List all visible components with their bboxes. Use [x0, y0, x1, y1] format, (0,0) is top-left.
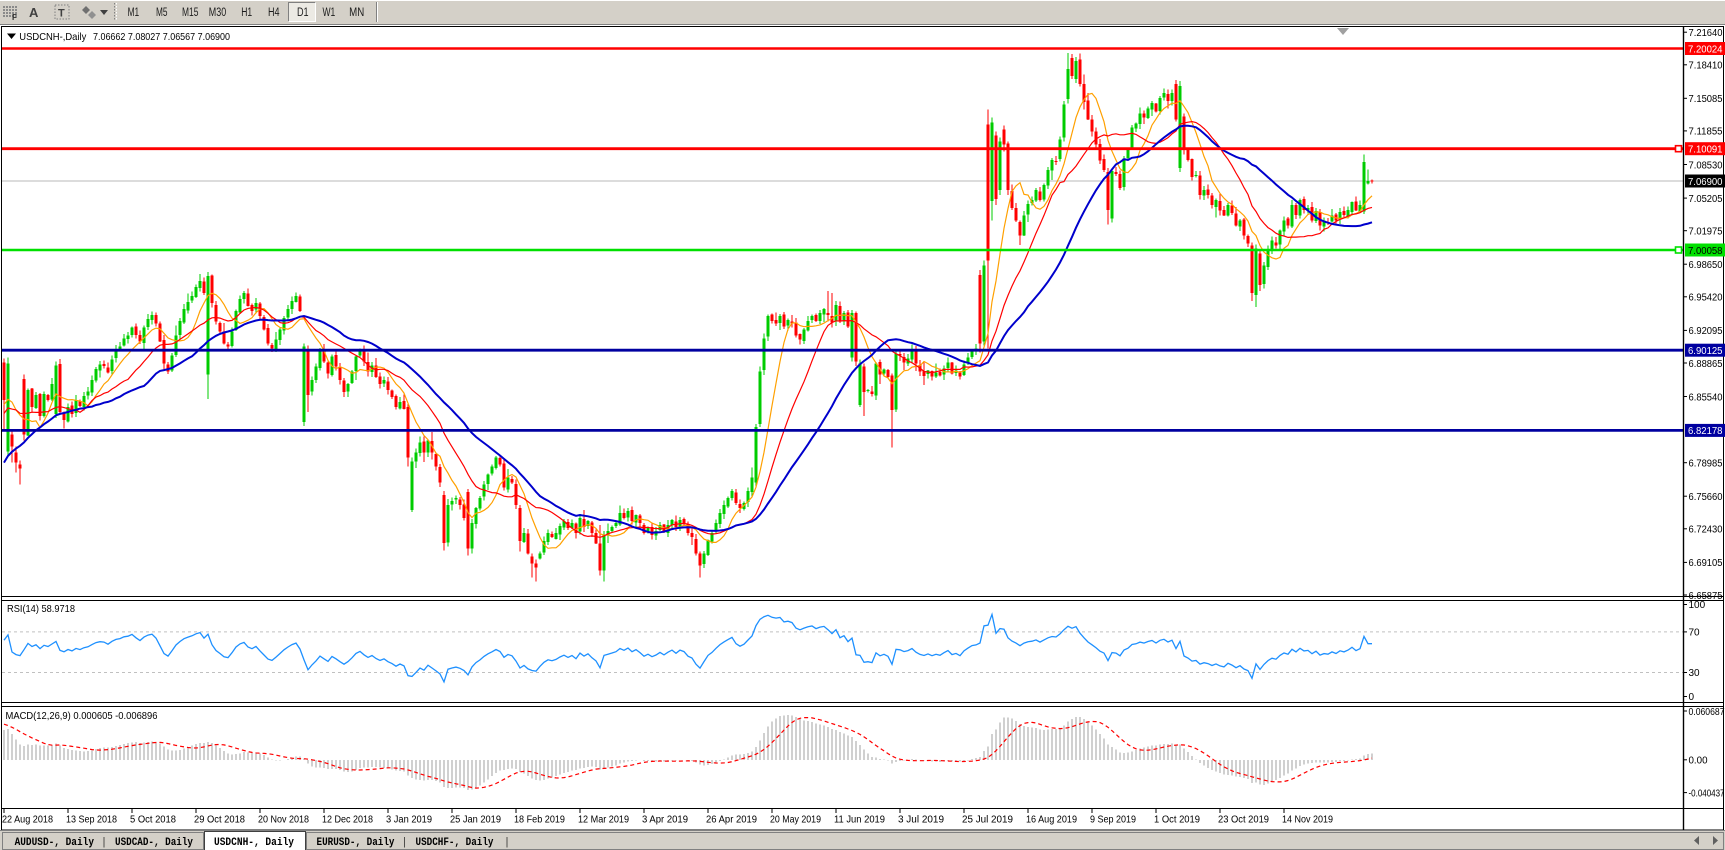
svg-text:USDCHF-, Daily: USDCHF-, Daily	[416, 837, 494, 849]
svg-text:7.01975: 7.01975	[1689, 227, 1723, 238]
svg-text:11 Jun 2019: 11 Jun 2019	[834, 815, 885, 826]
svg-text:7.18410: 7.18410	[1689, 61, 1723, 72]
svg-text:7.06662 7.08027 7.06567 7.0690: 7.06662 7.08027 7.06567 7.06900	[93, 31, 230, 43]
svg-text:M1: M1	[128, 7, 140, 19]
svg-text:W1: W1	[323, 7, 336, 19]
svg-text:7.08530: 7.08530	[1689, 160, 1723, 171]
svg-text:A: A	[29, 5, 39, 20]
svg-text:USDCNH-, Daily: USDCNH-, Daily	[214, 837, 294, 849]
svg-text:0.00: 0.00	[1689, 756, 1708, 767]
svg-text:6.82178: 6.82178	[1688, 426, 1723, 437]
svg-text:6.69105: 6.69105	[1689, 558, 1723, 569]
svg-text:7.00058: 7.00058	[1688, 246, 1723, 257]
svg-text:7.10091: 7.10091	[1688, 145, 1723, 156]
svg-text:RSI(14) 58.9718: RSI(14) 58.9718	[7, 603, 75, 615]
svg-text:MACD(12,26,9) 0.000605 -0.0068: MACD(12,26,9) 0.000605 -0.006896	[6, 710, 158, 722]
svg-text:0: 0	[1689, 692, 1695, 703]
svg-text:H4: H4	[268, 7, 280, 19]
svg-text:1 Oct 2019: 1 Oct 2019	[1154, 815, 1200, 826]
svg-text:29 Oct 2018: 29 Oct 2018	[194, 815, 245, 826]
svg-text:3 Jul 2019: 3 Jul 2019	[898, 815, 944, 826]
svg-text:USDCNH-,Daily: USDCNH-,Daily	[19, 31, 87, 43]
svg-text:M15: M15	[182, 7, 198, 19]
svg-text:6.65875: 6.65875	[1689, 591, 1723, 602]
svg-text:30: 30	[1689, 668, 1701, 679]
svg-text:3 Apr 2019: 3 Apr 2019	[642, 815, 688, 826]
svg-text:-0.040437: -0.040437	[1689, 788, 1725, 799]
svg-text:13 Sep 2018: 13 Sep 2018	[66, 815, 117, 826]
svg-text:|: |	[403, 837, 406, 849]
svg-text:7.15085: 7.15085	[1689, 94, 1723, 105]
svg-text:20 Nov 2018: 20 Nov 2018	[258, 815, 309, 826]
svg-text:6.98650: 6.98650	[1689, 260, 1723, 271]
svg-text:6.85540: 6.85540	[1689, 392, 1723, 403]
svg-text:7.06900: 7.06900	[1688, 177, 1723, 188]
svg-text:6.75660: 6.75660	[1689, 492, 1723, 503]
svg-text:22 Aug 2018: 22 Aug 2018	[2, 815, 53, 826]
svg-text:F: F	[12, 13, 17, 22]
svg-text:0.060687: 0.060687	[1689, 707, 1725, 718]
svg-text:5 Oct 2018: 5 Oct 2018	[130, 815, 176, 826]
svg-text:M5: M5	[156, 7, 168, 19]
svg-text:25 Jul 2019: 25 Jul 2019	[962, 815, 1013, 826]
svg-text:H1: H1	[241, 7, 252, 19]
svg-text:14 Nov 2019: 14 Nov 2019	[1282, 815, 1333, 826]
svg-text:USDCAD-, Daily: USDCAD-, Daily	[115, 837, 193, 849]
svg-text:EURUSD-, Daily: EURUSD-, Daily	[317, 837, 395, 849]
svg-text:18 Feb 2019: 18 Feb 2019	[514, 815, 565, 826]
svg-text:26 Apr 2019: 26 Apr 2019	[706, 815, 757, 826]
svg-text:7.21640: 7.21640	[1689, 28, 1723, 39]
svg-text:6.95420: 6.95420	[1689, 293, 1723, 304]
svg-text:6.78985: 6.78985	[1689, 459, 1723, 470]
svg-text:T: T	[58, 8, 65, 20]
svg-text:AUDUSD-, Daily: AUDUSD-, Daily	[15, 837, 95, 849]
svg-text:3 Jan 2019: 3 Jan 2019	[386, 815, 432, 826]
svg-text:6.88865: 6.88865	[1689, 359, 1723, 370]
svg-text:6.72430: 6.72430	[1689, 525, 1723, 536]
svg-text:12 Dec 2018: 12 Dec 2018	[322, 815, 373, 826]
svg-text:12 Mar 2019: 12 Mar 2019	[578, 815, 629, 826]
svg-text:70: 70	[1689, 627, 1701, 638]
svg-text:9 Sep 2019: 9 Sep 2019	[1090, 815, 1136, 826]
svg-text:20 May 2019: 20 May 2019	[770, 815, 821, 826]
svg-text:7.05205: 7.05205	[1689, 194, 1723, 205]
svg-text:|: |	[506, 837, 509, 849]
svg-text:100: 100	[1689, 600, 1706, 611]
svg-text:7.20024: 7.20024	[1688, 44, 1723, 55]
svg-text:25 Jan 2019: 25 Jan 2019	[450, 815, 501, 826]
svg-text:16 Aug 2019: 16 Aug 2019	[1026, 815, 1077, 826]
svg-text:6.92095: 6.92095	[1689, 326, 1723, 337]
svg-text:23 Oct 2019: 23 Oct 2019	[1218, 815, 1269, 826]
svg-text:MN: MN	[349, 7, 364, 19]
svg-text:7.11855: 7.11855	[1689, 127, 1723, 138]
svg-text:6.90125: 6.90125	[1688, 346, 1723, 357]
svg-text:|: |	[103, 837, 106, 849]
svg-text:D1: D1	[297, 7, 309, 19]
svg-text:M30: M30	[209, 7, 226, 19]
